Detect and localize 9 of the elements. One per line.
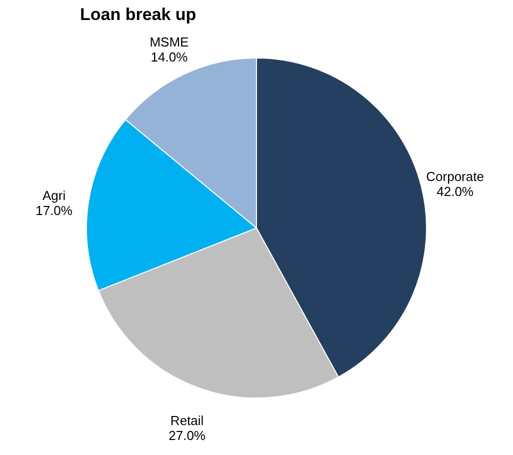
slice-label: Corporate <box>426 169 484 184</box>
chart-title: Loan break up <box>80 5 196 24</box>
data-label: 27.0% <box>168 428 206 443</box>
slice-label: MSME <box>150 34 190 50</box>
data-label: 14.0% <box>150 50 188 65</box>
data-label: 17.0% <box>36 202 73 218</box>
data-label: 42.0% <box>436 184 474 200</box>
slice-label: Retail <box>170 412 204 428</box>
slice-label: Agri <box>42 188 66 203</box>
